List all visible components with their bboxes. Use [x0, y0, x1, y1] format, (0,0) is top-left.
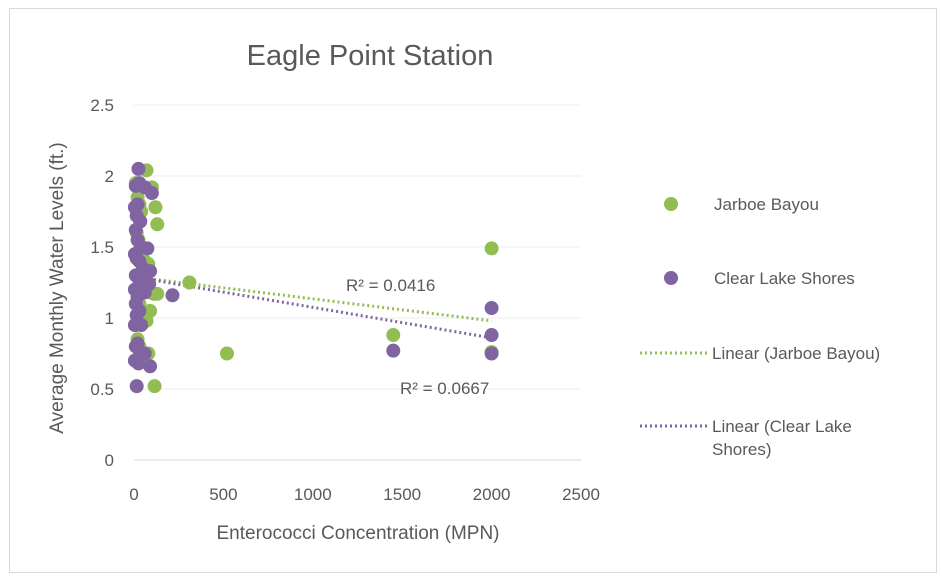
data-point-jarboe-bayou — [150, 286, 165, 301]
data-point-clear-lake-shores — [165, 288, 180, 303]
legend: Jarboe Bayou Clear Lake Shores Linear (J… — [640, 195, 880, 459]
chart-frame: Eagle Point Station 0 0.5 1 1.5 2 2.5 0 500 100… — [9, 8, 937, 573]
x-tick-label: 500 — [209, 485, 237, 504]
legend-label-jarboe-bayou: Jarboe Bayou — [714, 195, 819, 214]
legend-label-linear-clear-lake-shores-line2: Shores) — [712, 440, 772, 459]
data-point-clear-lake-shores — [484, 328, 499, 343]
x-tick-label: 1500 — [383, 485, 421, 504]
x-tick-label: 0 — [129, 485, 138, 504]
data-points — [127, 161, 499, 394]
data-point-clear-lake-shores — [386, 343, 401, 358]
r2-label-jarboe-bayou: R² = 0.0416 — [346, 276, 435, 295]
r2-label-clear-lake-shores: R² = 0.0667 — [400, 379, 489, 398]
chart-title: Eagle Point Station — [247, 40, 494, 72]
data-point-jarboe-bayou — [386, 328, 401, 343]
legend-marker-jarboe-bayou — [664, 197, 678, 211]
data-point-clear-lake-shores — [140, 241, 155, 256]
data-point-clear-lake-shores — [484, 301, 499, 316]
data-point-jarboe-bayou — [147, 379, 162, 394]
data-point-clear-lake-shores — [484, 346, 499, 361]
data-point-jarboe-bayou — [150, 217, 165, 232]
data-point-clear-lake-shores — [144, 186, 159, 201]
data-point-clear-lake-shores — [137, 285, 152, 300]
y-tick-label: 2 — [105, 167, 114, 186]
data-point-clear-lake-shores — [131, 161, 146, 176]
legend-label-linear-clear-lake-shores: Linear (Clear Lake Shores) — [712, 417, 857, 459]
x-tick-label: 2500 — [562, 485, 600, 504]
y-tick-label: 2.5 — [90, 96, 114, 115]
legend-label-linear-jarboe-bayou: Linear (Jarboe Bayou) — [712, 344, 880, 363]
y-tick-label: 1 — [105, 309, 114, 328]
data-point-jarboe-bayou — [148, 200, 163, 215]
legend-label-linear-clear-lake-shores-line1: Linear (Clear Lake — [712, 417, 852, 436]
y-tick-labels: 0 0.5 1 1.5 2 2.5 — [90, 96, 114, 470]
data-point-jarboe-bayou — [182, 275, 197, 290]
y-tick-label: 0.5 — [90, 380, 114, 399]
data-point-jarboe-bayou — [219, 346, 234, 361]
legend-marker-clear-lake-shores — [664, 271, 678, 285]
data-point-clear-lake-shores — [143, 359, 158, 374]
x-tick-label: 2000 — [473, 485, 511, 504]
legend-label-clear-lake-shores: Clear Lake Shores — [714, 269, 855, 288]
data-point-clear-lake-shores — [131, 356, 146, 371]
scatter-chart: Eagle Point Station 0 0.5 1 1.5 2 2.5 0 500 100… — [47, 40, 880, 544]
y-tick-label: 0 — [105, 451, 114, 470]
y-axis-title: Average Monthly Water Levels (ft.) — [47, 142, 68, 433]
x-tick-labels: 0 500 1000 1500 2000 2500 — [129, 485, 600, 504]
data-point-clear-lake-shores — [134, 318, 149, 333]
data-point-clear-lake-shores — [137, 346, 152, 361]
x-tick-label: 1000 — [294, 485, 332, 504]
data-point-jarboe-bayou — [484, 241, 499, 256]
grid-lines — [134, 104, 581, 390]
data-point-clear-lake-shores — [129, 379, 144, 394]
data-point-clear-lake-shores — [143, 264, 158, 279]
y-tick-label: 1.5 — [90, 238, 114, 257]
x-axis-title: Enterococci Concentration (MPN) — [217, 523, 500, 544]
